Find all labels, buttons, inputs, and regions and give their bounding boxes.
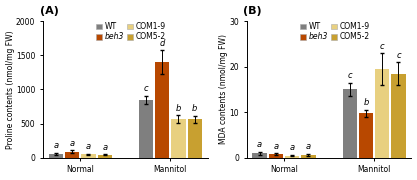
Bar (81, 154, 95, 158)
Bar (188, 119, 202, 158)
Text: c: c (144, 84, 148, 93)
Legend: WT, beh3, COM1-9, COM5-2: WT, beh3, COM1-9, COM5-2 (300, 22, 369, 41)
Bar (391, 73, 406, 158)
Text: c: c (380, 42, 384, 51)
Bar (253, 153, 267, 158)
Text: a: a (257, 140, 262, 149)
Bar (155, 62, 169, 158)
Bar (139, 100, 153, 158)
Legend: WT, beh3, COM1-9, COM5-2: WT, beh3, COM1-9, COM5-2 (96, 22, 166, 41)
Y-axis label: Proline contents (nmol/mg FW): Proline contents (nmol/mg FW) (5, 30, 15, 149)
Text: (A): (A) (40, 6, 58, 16)
Text: a: a (273, 142, 279, 151)
Bar (98, 155, 112, 158)
Text: a: a (53, 141, 58, 150)
Text: a: a (86, 142, 91, 151)
Bar (171, 119, 186, 158)
Text: a: a (102, 143, 107, 152)
Bar (359, 113, 373, 158)
Text: c: c (396, 51, 401, 60)
Text: b: b (363, 98, 369, 107)
Bar (49, 154, 63, 158)
Text: b: b (176, 104, 181, 113)
Bar (301, 155, 316, 158)
Y-axis label: MDA contents (nmol/mg FW): MDA contents (nmol/mg FW) (219, 34, 228, 145)
Text: a: a (306, 142, 311, 151)
Bar (269, 154, 283, 158)
Text: a: a (70, 139, 75, 148)
Text: d: d (160, 39, 165, 48)
Text: (B): (B) (244, 6, 262, 16)
Bar (375, 69, 389, 158)
Bar (285, 156, 299, 158)
Text: c: c (347, 71, 352, 80)
Bar (65, 152, 79, 158)
Text: a: a (289, 143, 295, 152)
Text: b: b (192, 104, 197, 113)
Bar (342, 89, 357, 158)
